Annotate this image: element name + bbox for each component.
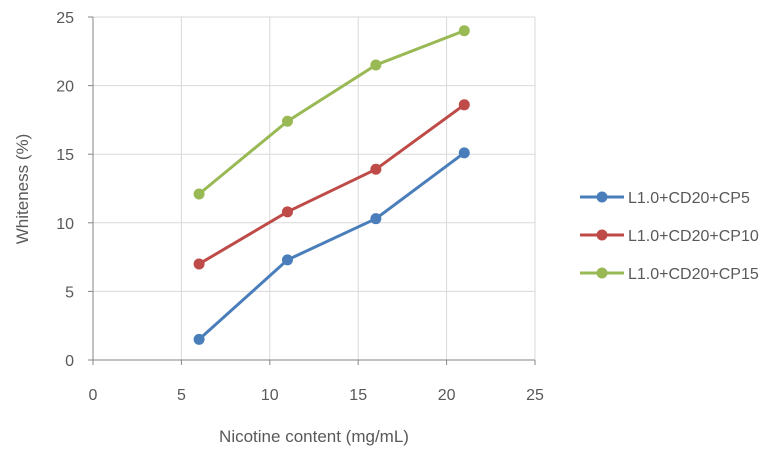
legend-marker — [596, 267, 608, 279]
data-point — [458, 147, 470, 159]
y-tick-label: 25 — [56, 10, 74, 27]
x-tick-label: 0 — [89, 387, 98, 404]
y-tick-label: 5 — [65, 284, 74, 301]
data-point — [370, 163, 382, 175]
series-line — [198, 103, 466, 266]
legend: L1.0+CD20+CP5 L1.0+CD20+CP10 L1.0+CD20+CP1… — [580, 190, 759, 283]
y-axis-title: Whiteness (%) — [13, 134, 32, 245]
legend-label: L1.0+CD20+CP15 — [628, 266, 759, 283]
data-point — [370, 59, 382, 71]
x-tick-label: 20 — [438, 387, 456, 404]
series — [193, 25, 470, 345]
legend-marker — [596, 229, 608, 241]
x-tick-label: 25 — [526, 387, 544, 404]
data-point — [193, 333, 205, 345]
data-point — [281, 254, 293, 266]
legend-label: L1.0+CD20+CP5 — [628, 190, 750, 207]
series-line — [198, 151, 466, 341]
legend-marker — [596, 191, 608, 203]
data-point — [370, 213, 382, 225]
series-group — [193, 99, 470, 270]
axes — [88, 16, 536, 365]
legend-item: L1.0+CD20+CP15 — [580, 266, 759, 283]
data-point — [281, 115, 293, 127]
series-group — [193, 25, 470, 200]
data-point — [281, 206, 293, 218]
legend-item: L1.0+CD20+CP10 — [580, 228, 759, 245]
data-point — [458, 25, 470, 37]
series-line — [198, 29, 465, 196]
y-tick-label: 20 — [56, 79, 74, 96]
data-point — [193, 188, 205, 200]
x-tick-label: 5 — [177, 387, 186, 404]
data-point — [193, 258, 205, 270]
y-tick-label: 0 — [65, 353, 74, 370]
y-tick-label: 15 — [56, 147, 74, 164]
x-axis-title: Nicotine content (mg/mL) — [219, 427, 409, 446]
legend-label: L1.0+CD20+CP10 — [628, 228, 759, 245]
x-tick-label: 10 — [261, 387, 279, 404]
x-tick-label: 15 — [349, 387, 367, 404]
legend-item: L1.0+CD20+CP5 — [580, 190, 750, 207]
y-tick-label: 10 — [56, 216, 74, 233]
gridlines — [93, 16, 536, 360]
tick-labels: 0 5 10 15 20 25 0 5 10 15 20 25 — [56, 10, 544, 404]
data-point — [458, 99, 470, 111]
series-group — [193, 147, 470, 345]
